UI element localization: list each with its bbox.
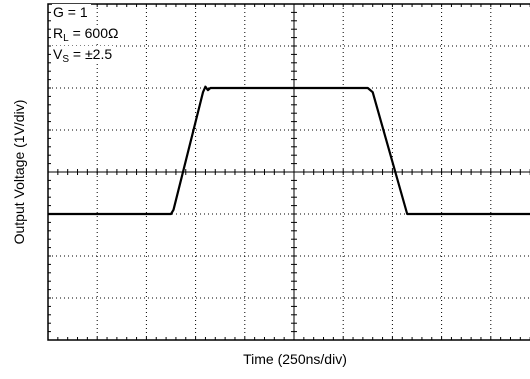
supply-annotation: VS = ±2.5 (52, 46, 116, 65)
plot-frame (47, 3, 530, 341)
series-line (48, 85, 530, 216)
gain-annotation: G = 1 (52, 4, 91, 20)
load-annotation: RL = 600Ω (52, 25, 122, 44)
y-axis-label: Output Voltage (1V/div) (11, 99, 27, 245)
grid (47, 3, 530, 341)
x-axis-label: Time (250ns/div) (243, 351, 347, 367)
